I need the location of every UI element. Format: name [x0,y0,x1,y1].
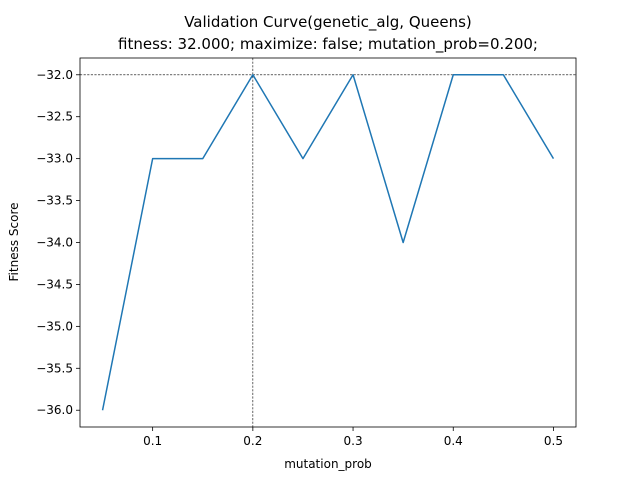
x-tick-label: 0.1 [143,434,162,448]
plot-area: 0.1 0.2 0.3 0.4 0.5 −32.0 −32.5 −33.0 −33.5 −34.0… [36,57,577,448]
x-axis-label: mutation_prob [284,457,372,471]
y-tick-label: −34.0 [36,236,73,250]
x-tick-label: 0.5 [544,434,563,448]
chart-subtitle: fitness: 32.000; maximize: false; mutati… [118,35,538,54]
y-tick-label: −35.0 [36,319,73,333]
y-axis-label: Fitness Score [7,203,21,282]
series-line-0 [101,74,555,411]
x-tick-label: 0.3 [344,434,363,448]
y-tick-label: −36.0 [36,403,73,417]
x-tick-label: 0.2 [243,434,262,448]
x-tick-label: 0.4 [444,434,463,448]
y-tick-label: −35.5 [36,361,73,375]
y-tick-label: −32.5 [36,110,73,124]
y-tick-label: −34.5 [36,277,73,291]
chart-title: Validation Curve(genetic_alg, Queens) [184,13,472,32]
y-tick-label: −32.0 [36,68,73,82]
y-tick-label: −33.0 [36,152,73,166]
y-tick-label: −33.5 [36,194,73,208]
